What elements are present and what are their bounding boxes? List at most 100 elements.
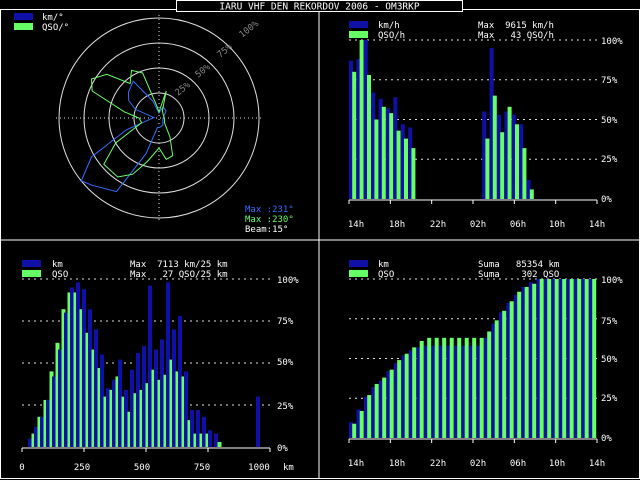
bar-blue (514, 294, 518, 438)
bar-green (487, 331, 492, 438)
bar-blue (70, 287, 74, 447)
bar-green (85, 332, 90, 447)
bar-green (31, 433, 36, 447)
x-tick: 18h (389, 459, 405, 469)
bar-blue (82, 289, 86, 447)
bar-green (217, 441, 222, 447)
bar-blue (100, 354, 104, 447)
bar-green (374, 383, 379, 438)
bar-blue (482, 111, 487, 199)
bar-green (103, 396, 108, 447)
bar-blue (446, 345, 451, 438)
x-tick: 14h (589, 459, 605, 469)
bar-green (61, 309, 66, 447)
ring-label-25: 25% (174, 80, 193, 98)
polar-chart: 25% 50% 75% 100% km/° QSO/° Max :231° Ma… (14, 13, 294, 235)
bar-green (449, 337, 454, 438)
bar-blue (64, 312, 68, 447)
bar-blue (506, 302, 511, 438)
x-tick: 22h (430, 459, 446, 469)
y-tick: 25% (601, 155, 618, 165)
x-tick: 06h (510, 220, 526, 230)
bar-blue (484, 337, 488, 438)
bar-blue (349, 422, 353, 438)
bar-green (67, 292, 72, 447)
bar-blue (356, 409, 361, 438)
bar-blue (172, 329, 176, 447)
bar-green (562, 279, 567, 438)
bar-blue (52, 376, 56, 447)
bar-green (500, 132, 505, 199)
bar-blue (88, 309, 92, 447)
bar-blue (511, 114, 516, 199)
bar-green (472, 337, 477, 438)
bar-green (457, 337, 462, 438)
bar-blue (386, 108, 390, 199)
bar-blue (559, 279, 563, 438)
bar-green (43, 399, 48, 447)
y-tick: 0% (277, 444, 288, 454)
bar-blue (364, 396, 368, 438)
bar-green (359, 410, 364, 438)
bar-blue (154, 349, 158, 447)
bar-blue (178, 315, 182, 447)
bar-green (524, 286, 529, 438)
bar-green (374, 119, 379, 199)
bar-blue (40, 416, 44, 447)
legend-label-km: km (52, 260, 63, 270)
bar-blue (409, 350, 413, 438)
bar-green (569, 279, 574, 438)
hourly-y-ticks: 100% 75% 50% 25% 0% (601, 37, 623, 205)
x-tick: 22h (430, 220, 446, 230)
bar-green (427, 337, 432, 438)
bar-blue (386, 371, 391, 438)
bar-blue (184, 371, 188, 447)
bar-green (205, 433, 210, 447)
y-tick: 50% (277, 358, 294, 368)
bar-blue (504, 111, 509, 199)
legend-swatch-qso-sum (349, 270, 368, 277)
bar-blue (112, 379, 116, 447)
legend-label-qso-sum: QSO (378, 270, 394, 280)
bar-green (127, 411, 132, 447)
bar-green (404, 138, 408, 199)
bar-blue (142, 346, 146, 447)
bar-blue (529, 282, 533, 438)
bar-green (389, 113, 394, 199)
bar-green (419, 341, 424, 438)
polar-ring (58, 17, 260, 219)
bar-blue (34, 426, 38, 447)
polar-series (80, 69, 174, 193)
distance-y-ticks: 100% 75% 50% 25% 0% (277, 276, 299, 454)
bar-green (115, 376, 120, 447)
y-tick: 0% (601, 195, 612, 205)
bar-green (529, 189, 534, 199)
bar-blue (519, 124, 524, 199)
bar-green (389, 369, 394, 438)
bar-blue (489, 47, 494, 200)
bar-green (502, 310, 507, 438)
bar-blue (566, 279, 571, 438)
hourly-grid (348, 39, 598, 204)
bar-green (352, 71, 357, 199)
x-tick: 14h (348, 220, 364, 230)
bar-green (547, 279, 552, 438)
ring-label-50: 50% (194, 62, 213, 80)
bar-green (97, 368, 102, 447)
bar-blue (94, 329, 98, 447)
ring-label-75: 75% (216, 42, 235, 60)
bar-green (522, 148, 527, 199)
legend-label-km-sum: km (378, 260, 389, 270)
x-tick: 14h (589, 220, 605, 230)
bar-blue (581, 279, 586, 438)
polar-grid (56, 15, 262, 221)
bar-blue (371, 92, 376, 199)
bar-blue (521, 286, 526, 438)
bar-blue (574, 279, 578, 438)
x-tick: 250 (74, 463, 90, 473)
legend-swatch-km-sum (349, 260, 368, 267)
bar-green (442, 337, 447, 438)
bar-green (121, 396, 126, 447)
bar-green (352, 423, 357, 438)
cumulative-chart: km QSO Suma 85354 km Suma 302 QSO 100% 7… (348, 260, 623, 469)
